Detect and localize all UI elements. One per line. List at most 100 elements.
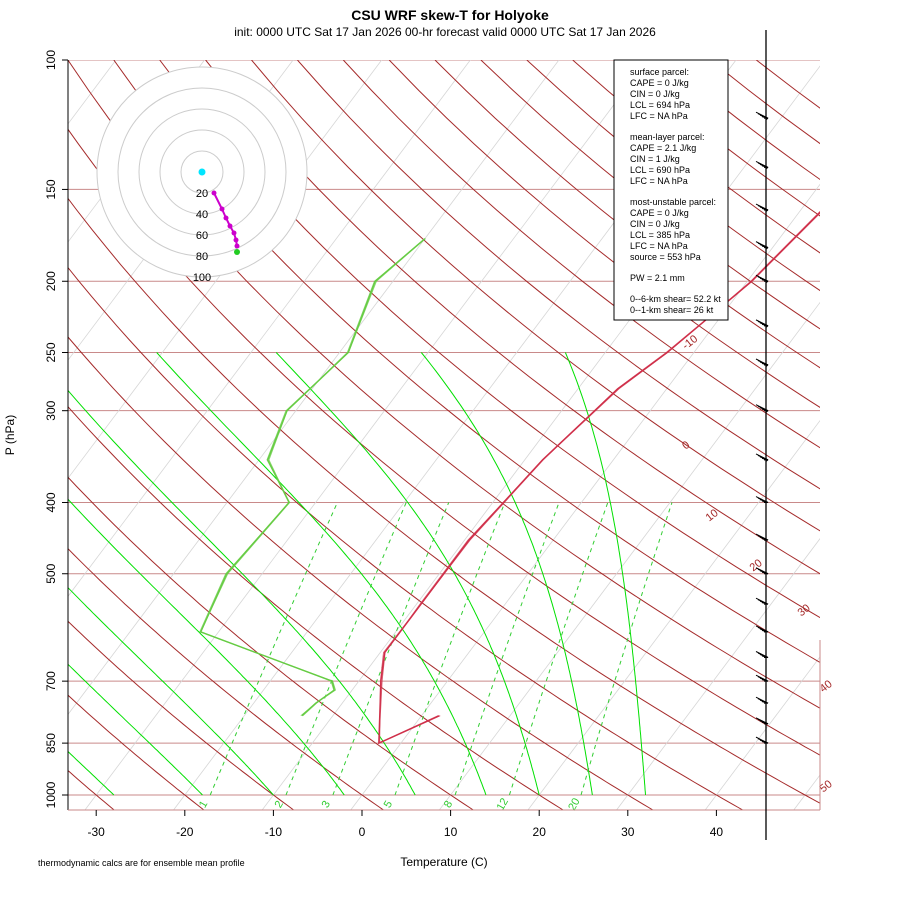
- hodograph-point: [234, 243, 240, 249]
- dry-adiabat: [113, 60, 820, 663]
- mixing-ratio-label: 20: [566, 796, 583, 813]
- unstable-source: source = 553 hPa: [630, 252, 701, 262]
- hodograph-ring-label: 20: [196, 188, 208, 200]
- surface-lcl: LCL = 694 hPa: [630, 100, 690, 110]
- chart-subtitle: init: 0000 UTC Sat 17 Jan 2026 00-hr for…: [234, 25, 656, 39]
- isotherm-20: [527, 419, 820, 810]
- mixing-ratio-label: 8: [442, 799, 455, 810]
- hodograph-ring: [180, 150, 224, 194]
- hodograph-point: [233, 237, 239, 243]
- y-tick-label: 200: [44, 271, 58, 291]
- isotherm-label: 0: [680, 439, 692, 452]
- isotherm--50: [68, 60, 471, 598]
- isotherm-10: [438, 301, 820, 810]
- y-tick-label: 500: [44, 563, 58, 583]
- dry-adiabat: [159, 60, 820, 619]
- moist-adiabat: [68, 663, 203, 796]
- surface-cape: CAPE = 0 J/kg: [630, 78, 689, 88]
- surface-parcel-heading: surface parcel:: [630, 67, 689, 77]
- x-tick-label: 30: [621, 825, 635, 839]
- x-tick-label: 0: [359, 825, 366, 839]
- hodograph-point: [227, 223, 233, 229]
- mixed-parcel-heading: mean-layer parcel:: [630, 132, 705, 142]
- dry-adiabat: [251, 60, 820, 532]
- dewpoint-profile: [200, 238, 426, 717]
- dewpoint-profile: [199, 238, 426, 717]
- hodograph-ring-label: 80: [196, 251, 208, 263]
- y-tick-label: 1000: [44, 781, 58, 808]
- x-tick-label: -30: [88, 825, 106, 839]
- wind-barb-flag: [765, 247, 769, 250]
- isotherm-label: 30: [796, 602, 813, 619]
- dry-adiabat: [68, 336, 654, 810]
- unstable-parcel-heading: most-unstable parcel:: [630, 197, 716, 207]
- isotherm-label: 10: [704, 507, 721, 524]
- mixed-lfc: LFC = NA hPa: [630, 176, 688, 186]
- hodograph-ring-label: 60: [196, 230, 208, 242]
- temperature-profile: [379, 212, 820, 744]
- mixing-ratio-label: 3: [320, 799, 333, 810]
- dry-adiabat: [434, 60, 820, 369]
- moist-adiabat: [68, 586, 274, 796]
- moist-adiabat: [68, 498, 345, 796]
- moist-adiabat: [68, 389, 416, 796]
- profiles: [199, 210, 820, 745]
- mixed-cape: CAPE = 2.1 J/kg: [630, 143, 696, 153]
- y-tick-label: 150: [44, 179, 58, 199]
- mixing-ratio-label: 1: [197, 799, 210, 810]
- hodograph-point: [223, 215, 229, 221]
- unstable-lfc: LFC = NA hPa: [630, 241, 688, 251]
- isotherm-30: [616, 538, 820, 810]
- wind-barb-flag: [765, 410, 769, 413]
- dry-adiabat: [755, 60, 820, 109]
- mixing-ratio-label: 12: [495, 796, 512, 813]
- hodograph-point: [211, 190, 217, 196]
- dry-adiabat: [68, 60, 820, 709]
- y-tick-label: 700: [44, 671, 58, 691]
- dry-adiabat: [68, 128, 820, 756]
- y-tick-label: 850: [44, 733, 58, 753]
- wind-barb-flag: [765, 364, 769, 367]
- moist-adiabat: [68, 750, 115, 796]
- hodograph-point: [219, 206, 225, 212]
- isotherm-label: 50: [818, 778, 835, 795]
- isotherm-0: [350, 183, 820, 810]
- hodograph: 20 40 60 80 100: [96, 66, 308, 284]
- footnote: thermodynamic calcs are for ensemble mea…: [38, 858, 245, 868]
- x-axis-label: Temperature (C): [400, 855, 487, 869]
- mixing-ratio-line: [332, 502, 450, 796]
- stats-box-frame: [613, 59, 729, 321]
- wind-barb-flag: [765, 117, 769, 121]
- stats-box: surface parcel: CAPE = 0 J/kg CIN = 0 J/…: [613, 59, 729, 321]
- dry-adiabat: [68, 476, 475, 810]
- mixed-cin: CIN = 1 J/kg: [630, 154, 680, 164]
- mixing-ratio-line: [454, 502, 560, 796]
- dry-adiabat: [68, 548, 385, 810]
- hodograph-point: [231, 230, 237, 236]
- unstable-cin: CIN = 0 J/kg: [630, 219, 680, 229]
- y-tick-label: 400: [44, 492, 58, 512]
- wind-barb-flag: [765, 280, 769, 284]
- dry-adiabat: [297, 60, 820, 490]
- chart-title: CSU WRF skew-T for Holyoke: [351, 7, 549, 23]
- unstable-lcl: LCL = 385 hPa: [630, 230, 690, 240]
- hodograph-ring: [138, 108, 266, 236]
- x-tick-label: -20: [176, 825, 194, 839]
- wind-barb-flag: [765, 209, 769, 212]
- hodograph-ring: [159, 129, 245, 215]
- isotherm-label: -10: [680, 333, 700, 352]
- dry-adiabat: [205, 60, 820, 575]
- dry-adiabat: [710, 60, 820, 145]
- dry-adiabat: [68, 197, 820, 804]
- isotherm--30: [84, 60, 648, 810]
- y-tick-label: 250: [44, 342, 58, 362]
- plot-frame: [67, 60, 821, 811]
- shear-0-1km: 0--1-km shear= 26 kt: [630, 305, 714, 315]
- wind-barb-flag: [765, 167, 769, 170]
- hodograph-ring-label: 100: [193, 272, 211, 284]
- moist-adiabat: [564, 352, 646, 796]
- mixing-ratio-line: [580, 502, 673, 796]
